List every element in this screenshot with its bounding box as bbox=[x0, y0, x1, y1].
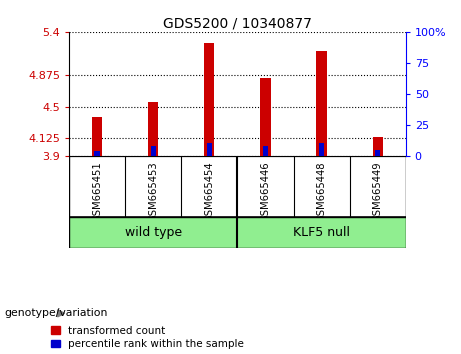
Bar bbox=[95, 150, 100, 156]
Bar bbox=[319, 143, 325, 156]
Text: GSM665449: GSM665449 bbox=[372, 161, 383, 222]
Bar bbox=[317, 51, 326, 156]
Bar bbox=[207, 143, 212, 156]
Bar bbox=[92, 116, 102, 156]
Bar bbox=[237, 217, 406, 248]
Polygon shape bbox=[58, 310, 65, 317]
Bar bbox=[148, 102, 158, 156]
Bar bbox=[69, 217, 237, 248]
Text: GSM665453: GSM665453 bbox=[148, 161, 158, 222]
Title: GDS5200 / 10340877: GDS5200 / 10340877 bbox=[163, 17, 312, 31]
Text: GSM665454: GSM665454 bbox=[204, 161, 214, 222]
Bar bbox=[375, 150, 380, 156]
Bar bbox=[263, 147, 268, 156]
Bar bbox=[260, 78, 271, 156]
Text: genotype/variation: genotype/variation bbox=[5, 308, 108, 318]
Bar bbox=[150, 147, 156, 156]
Text: wild type: wild type bbox=[125, 226, 182, 239]
Text: GSM665451: GSM665451 bbox=[92, 161, 102, 222]
Text: KLF5 null: KLF5 null bbox=[293, 226, 350, 239]
Text: GSM665446: GSM665446 bbox=[260, 161, 271, 222]
Text: GSM665448: GSM665448 bbox=[317, 161, 326, 222]
Bar bbox=[372, 137, 383, 156]
Bar bbox=[204, 43, 214, 156]
Legend: transformed count, percentile rank within the sample: transformed count, percentile rank withi… bbox=[51, 326, 244, 349]
